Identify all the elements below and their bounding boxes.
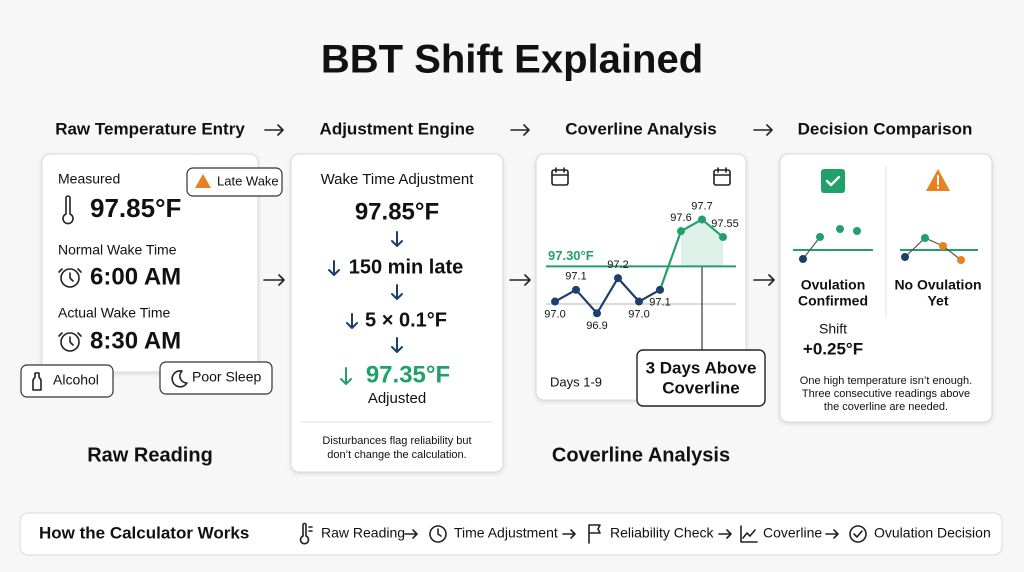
point <box>614 274 622 283</box>
mini-chart: 97.30°F97.097.196.997.297.097.197.697.79… <box>544 200 739 350</box>
label: Normal Wake Time <box>58 242 177 258</box>
down-arrows <box>328 231 403 385</box>
callout-text: 3 Days Above <box>646 358 757 377</box>
point <box>719 233 727 242</box>
x-label: Days 1-9 <box>550 374 602 389</box>
value-label: 97.7 <box>691 200 712 212</box>
decision-label: No Ovulation <box>894 277 981 293</box>
note: the coverline are needed. <box>824 401 948 413</box>
tag-label: Poor Sleep <box>192 369 261 385</box>
decision-label: Ovulation <box>801 277 866 293</box>
clock-icon <box>58 332 82 352</box>
line-segment <box>658 230 683 291</box>
footer-item: Ovulation Decision <box>874 525 991 541</box>
note: don’t change the calculation. <box>327 449 466 461</box>
line-segment <box>617 277 640 303</box>
heading: Wake Time Adjustment <box>321 171 475 188</box>
value-label: 97.1 <box>649 297 670 309</box>
value-label: 97.0 <box>628 308 649 320</box>
rate: 5 × 0.1°F <box>365 309 447 331</box>
step-header: Adjustment Engine <box>320 119 475 138</box>
point <box>677 227 685 236</box>
step-header: Decision Comparison <box>798 119 973 138</box>
title: BBT Shift Explained <box>321 38 703 82</box>
callout-text: Coverline <box>662 378 739 397</box>
note: Disturbances flag reliability but <box>322 435 471 447</box>
decision-label: Yet <box>927 293 948 309</box>
label: Measured <box>58 171 120 187</box>
tag <box>159 361 273 395</box>
late: 150 min late <box>349 256 464 278</box>
point <box>593 309 601 318</box>
step-header: Raw Temperature Entry <box>55 119 245 138</box>
coverline-label: 97.30°F <box>548 248 594 263</box>
point <box>635 297 643 306</box>
warning-icon <box>195 174 211 188</box>
point <box>698 215 706 224</box>
point <box>551 297 559 306</box>
line-segment <box>575 289 598 315</box>
tag-label: Alcohol <box>53 372 99 388</box>
actual-value: 8:30 AM <box>90 327 181 354</box>
step-header: Coverline Analysis <box>565 119 717 138</box>
flag: Late Wake <box>217 173 279 188</box>
value-label: 97.1 <box>565 271 586 283</box>
footer-item: Reliability Check <box>610 525 714 541</box>
footer-item: Raw Reading <box>321 525 405 541</box>
result: 97.35°F <box>366 361 450 388</box>
bottle-icon <box>32 372 42 391</box>
point <box>656 285 664 294</box>
adjust-card <box>290 153 504 473</box>
value-label: 97.0 <box>544 308 565 320</box>
caption: Raw Reading <box>87 444 213 466</box>
footer-item: Time Adjustment <box>454 525 558 541</box>
line-segment <box>701 218 724 238</box>
above-area <box>681 219 723 267</box>
thermometer-icon <box>62 195 74 225</box>
note: One high temperature isn’t enough. <box>800 375 972 387</box>
start-value: 97.85°F <box>355 198 439 225</box>
clock-icon <box>58 268 82 288</box>
footer <box>19 512 1003 556</box>
caption: Coverline Analysis <box>552 444 730 466</box>
normal-value: 6:00 AM <box>90 263 181 290</box>
result-label: Adjusted <box>368 390 426 407</box>
line-segment <box>596 277 619 314</box>
decision-label: Confirmed <box>798 293 868 309</box>
check-mark <box>825 175 841 187</box>
measured-value: 97.85°F <box>90 193 181 223</box>
value-label: 97.2 <box>607 259 628 271</box>
tag <box>20 364 114 398</box>
calendar-icons <box>551 167 731 186</box>
check-icon <box>821 169 845 193</box>
footer-title: How the Calculator Works <box>39 523 249 542</box>
callout <box>636 349 766 407</box>
line-segment <box>638 288 661 303</box>
line-segment <box>680 218 703 233</box>
raw-card <box>41 153 259 373</box>
shift-label: Shift <box>819 321 847 337</box>
mini-illustration <box>793 225 978 264</box>
note: Three consecutive readings above <box>802 388 970 400</box>
footer-item: Coverline <box>763 525 822 541</box>
shift: +0.25°F <box>803 339 863 358</box>
step-arrows <box>263 124 775 286</box>
value-label: 97.6 <box>670 212 691 224</box>
moon-icon <box>171 370 188 388</box>
value-label: 96.9 <box>586 320 607 332</box>
label: Actual Wake Time <box>58 305 171 321</box>
flag-bubble <box>186 167 283 197</box>
point <box>572 285 580 294</box>
footer-arrows <box>404 529 839 539</box>
line-segment <box>554 288 577 303</box>
value-label: 97.55 <box>711 218 739 230</box>
footer-icons <box>299 522 867 545</box>
